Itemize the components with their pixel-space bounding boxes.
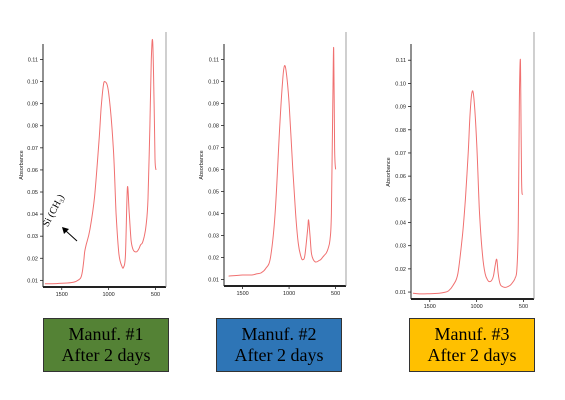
x-tick-label: 1000	[283, 291, 295, 297]
x-tick-label: 1500	[56, 292, 68, 298]
label-manufacturer-2: Manuf. #2 After 2 days	[216, 318, 342, 372]
x-tick-label: 1500	[236, 291, 248, 297]
x-tick-label: 500	[151, 292, 160, 298]
x-tick-label: 1000	[471, 304, 483, 310]
spectrum-line-series-1	[44, 38, 157, 285]
y-tick-label: 0.10	[27, 80, 38, 86]
y-tick-label: 0.05	[208, 189, 219, 195]
label-manufacturer-3: Manuf. #3 After 2 days	[409, 318, 535, 372]
label-manufacturer-1: Manuf. #1 After 2 days	[43, 318, 169, 372]
y-tick-label: 0.03	[395, 244, 406, 250]
y-tick-label: 0.11	[209, 57, 219, 63]
annotation-arrow-head	[62, 227, 69, 234]
y-tick-label: 0.06	[395, 174, 406, 180]
ir-spectrum-panel-3: 0.01 0.02 0.03 0.04 0.05 0.06 0.07 0.08 0.09 0.10…	[386, 32, 535, 310]
x-tick-label: 1000	[103, 292, 115, 298]
y-tick-label: 0.05	[395, 197, 406, 203]
y-tick-label: 0.03	[27, 234, 38, 240]
label-1-line1: Manuf. #1	[68, 324, 144, 344]
y-tick-label: 0.09	[27, 102, 38, 108]
y-tick-label: 0.11	[396, 58, 406, 64]
spectrum-line-series-1	[228, 46, 337, 277]
y-tick-label: 0.10	[208, 79, 219, 85]
y-tick-label: 0.04	[27, 212, 38, 218]
label-2-line1: Manuf. #2	[241, 324, 317, 344]
label-1-line2: After 2 days	[61, 345, 151, 365]
y-axis-label: Absorbance	[199, 150, 205, 179]
y-tick-label: 0.07	[208, 145, 219, 151]
y-tick-label: 0.02	[208, 255, 219, 261]
label-3-line1: Manuf. #3	[434, 324, 510, 344]
y-tick-label: 0.01	[208, 277, 219, 283]
y-tick-label: 0.08	[395, 128, 406, 134]
y-tick-label: 0.03	[208, 233, 219, 239]
y-tick-label: 0.06	[27, 168, 38, 174]
x-tick-label: 1500	[424, 304, 436, 310]
ir-spectrum-panel-1: 0.01 0.02 0.03 0.04 0.05 0.06 0.07 0.08 0.09 0.10…	[19, 32, 167, 298]
y-tick-label: 0.04	[395, 221, 406, 227]
label-2-line2: After 2 days	[234, 345, 324, 365]
y-tick-label: 0.04	[208, 211, 219, 217]
y-tick-label: 0.08	[27, 124, 38, 130]
y-tick-label: 0.01	[395, 290, 406, 296]
y-tick-label: 0.02	[27, 256, 38, 262]
y-axis-label: Absorbance	[19, 150, 25, 179]
annotation-arrow-shaft	[65, 230, 78, 242]
y-tick-label: 0.09	[208, 101, 219, 107]
y-tick-label: 0.06	[208, 167, 219, 173]
y-tick-label: 0.05	[27, 190, 38, 196]
y-tick-label: 0.10	[395, 81, 406, 87]
ir-spectrum-panel-2: 0.01 0.02 0.03 0.04 0.05 0.06 0.07 0.08 0.09 0.10…	[199, 32, 347, 297]
y-tick-label: 0.08	[208, 123, 219, 129]
y-tick-label: 0.02	[395, 267, 406, 273]
label-3-line2: After 2 days	[427, 345, 517, 365]
y-tick-label: 0.09	[395, 105, 406, 111]
y-tick-label: 0.11	[28, 57, 38, 63]
x-tick-label: 500	[331, 291, 340, 297]
annotation-si-ch3: Si (CH₃)	[41, 193, 67, 229]
spectrum-line-series-1	[412, 58, 524, 295]
y-tick-label: 0.07	[27, 146, 38, 152]
y-tick-label: 0.01	[27, 278, 38, 284]
y-axis-label: Absorbance	[386, 157, 392, 186]
y-tick-label: 0.07	[395, 151, 406, 157]
x-tick-label: 500	[519, 304, 528, 310]
